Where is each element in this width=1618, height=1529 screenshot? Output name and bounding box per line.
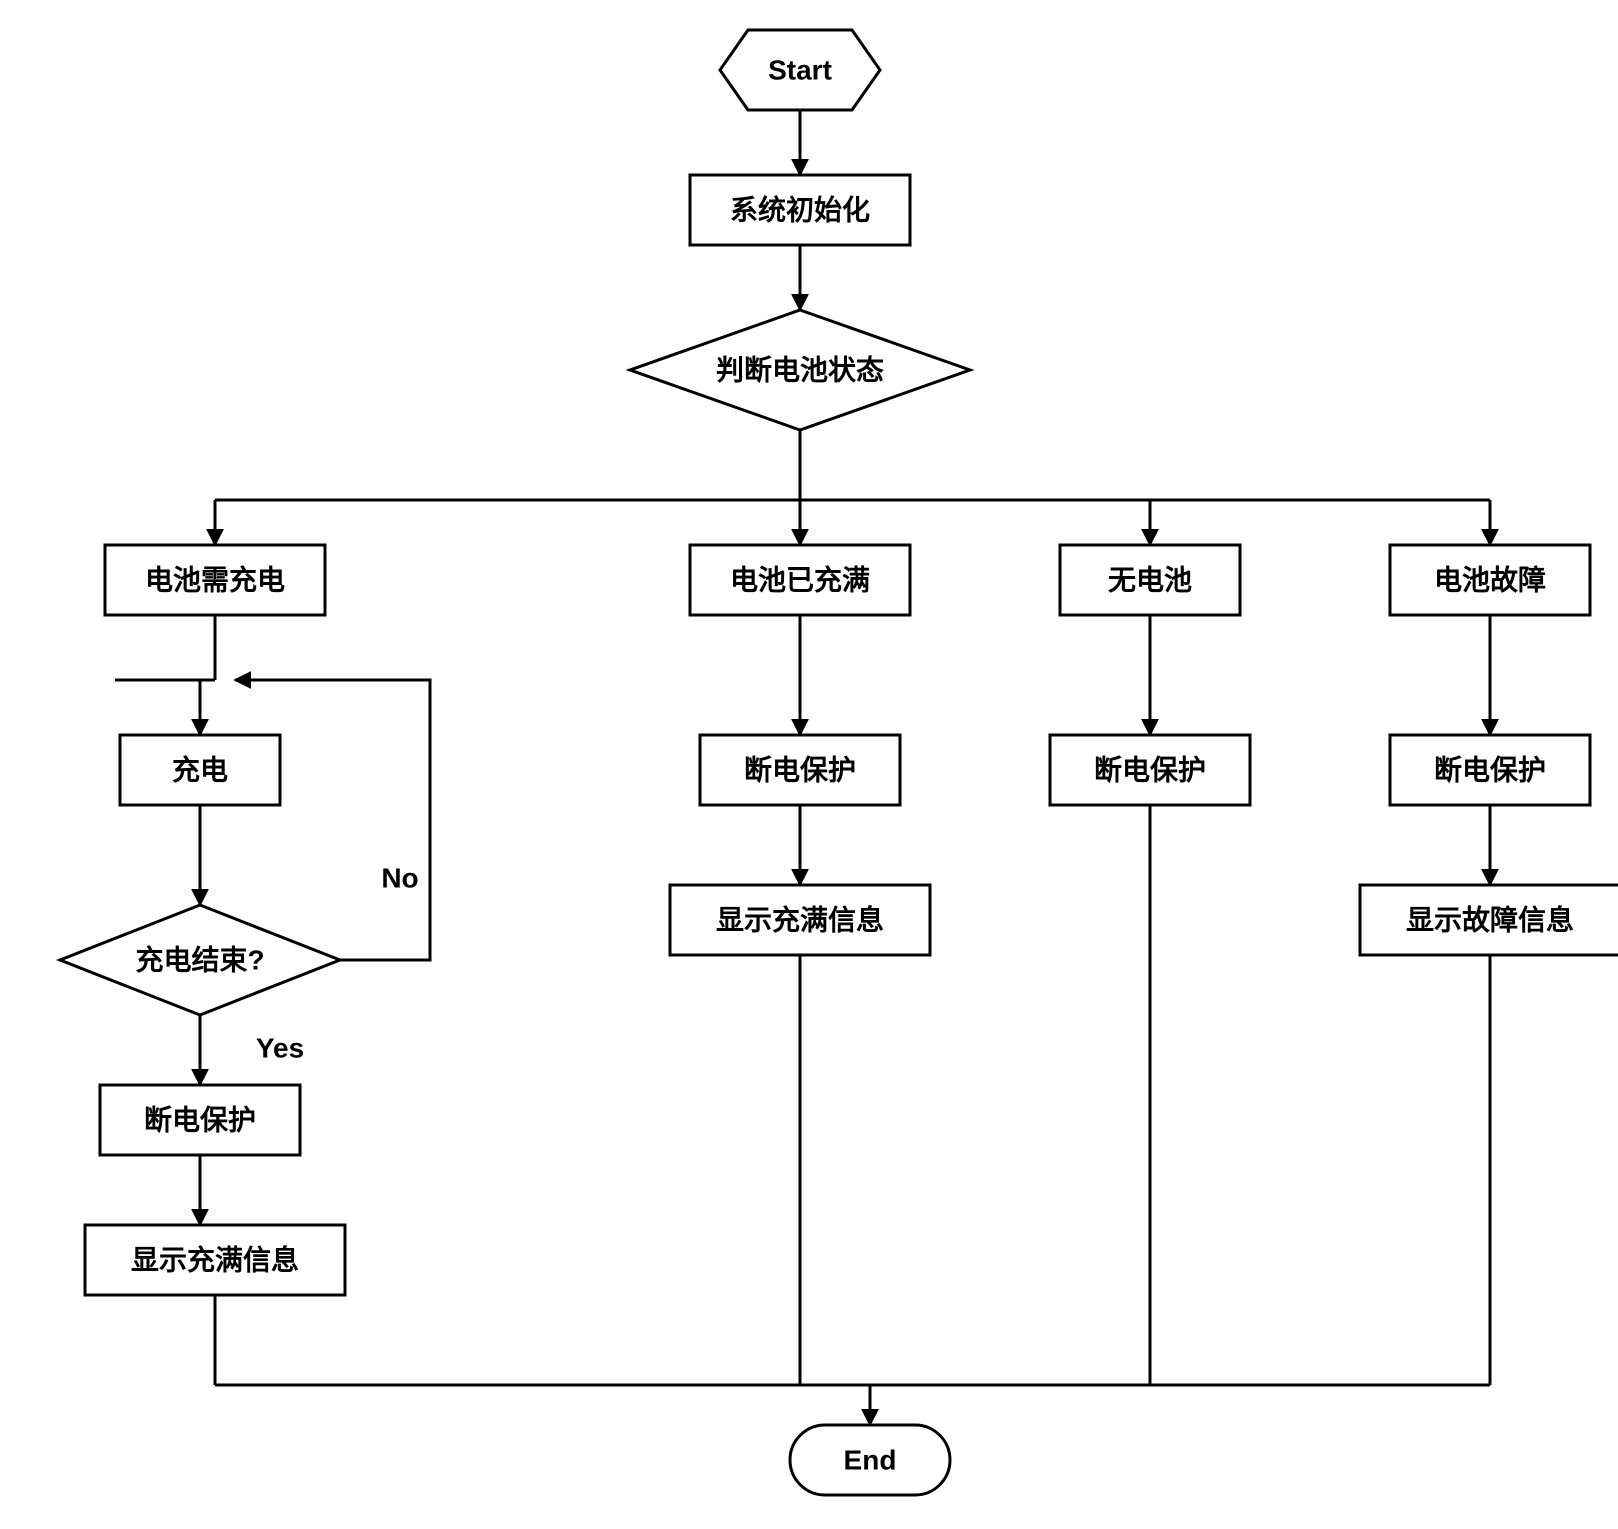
node-label: 显示充满信息 <box>131 1244 299 1276</box>
node-label: 断电保护 <box>744 754 856 786</box>
node-charge: 充电 <box>120 735 280 805</box>
node-done: 充电结束? <box>60 905 340 1015</box>
node-init: 系统初始化 <box>690 175 910 245</box>
node-label: 电池需充电 <box>145 564 285 596</box>
node-protect2: 断电保护 <box>700 735 900 805</box>
node-protect3: 断电保护 <box>1050 735 1250 805</box>
node-label: 电池故障 <box>1434 564 1546 596</box>
node-label: 充电 <box>172 754 228 786</box>
node-end: End <box>790 1425 950 1495</box>
node-showfull2: 显示充满信息 <box>670 885 930 955</box>
node-protect4: 断电保护 <box>1390 735 1590 805</box>
node-fault: 电池故障 <box>1390 545 1590 615</box>
connector-arrow <box>235 680 430 960</box>
node-label: 断电保护 <box>144 1104 256 1136</box>
node-label: 显示充满信息 <box>716 904 884 936</box>
nodes-layer: Start系统初始化判断电池状态电池需充电电池已充满无电池电池故障充电断电保护断… <box>60 30 1618 1495</box>
node-label: Start <box>768 55 832 86</box>
node-label: 电池已充满 <box>730 564 870 596</box>
node-label: End <box>844 1445 897 1476</box>
node-label: 显示故障信息 <box>1406 904 1574 936</box>
node-need: 电池需充电 <box>105 545 325 615</box>
node-none: 无电池 <box>1060 545 1240 615</box>
node-label: 判断电池状态 <box>716 354 884 386</box>
node-protect1: 断电保护 <box>100 1085 300 1155</box>
node-full: 电池已充满 <box>690 545 910 615</box>
edge-label: No <box>381 862 418 893</box>
node-label: 断电保护 <box>1434 754 1546 786</box>
edge-label: Yes <box>256 1032 304 1063</box>
node-showfull1: 显示充满信息 <box>85 1225 345 1295</box>
flowchart-canvas: No Yes Start 系统初始化判断电池状态电池需充电 电池已充满 无电池 电池故障充电… <box>0 0 1618 1524</box>
node-showfault: 显示故障信息 <box>1360 885 1618 955</box>
node-label: 断电保护 <box>1094 754 1206 786</box>
node-label: 无电池 <box>1108 565 1192 596</box>
node-label: 充电结束? <box>135 944 264 976</box>
node-label: 系统初始化 <box>730 194 870 226</box>
node-judge: 判断电池状态 <box>630 310 970 430</box>
node-start: Start <box>720 30 880 110</box>
